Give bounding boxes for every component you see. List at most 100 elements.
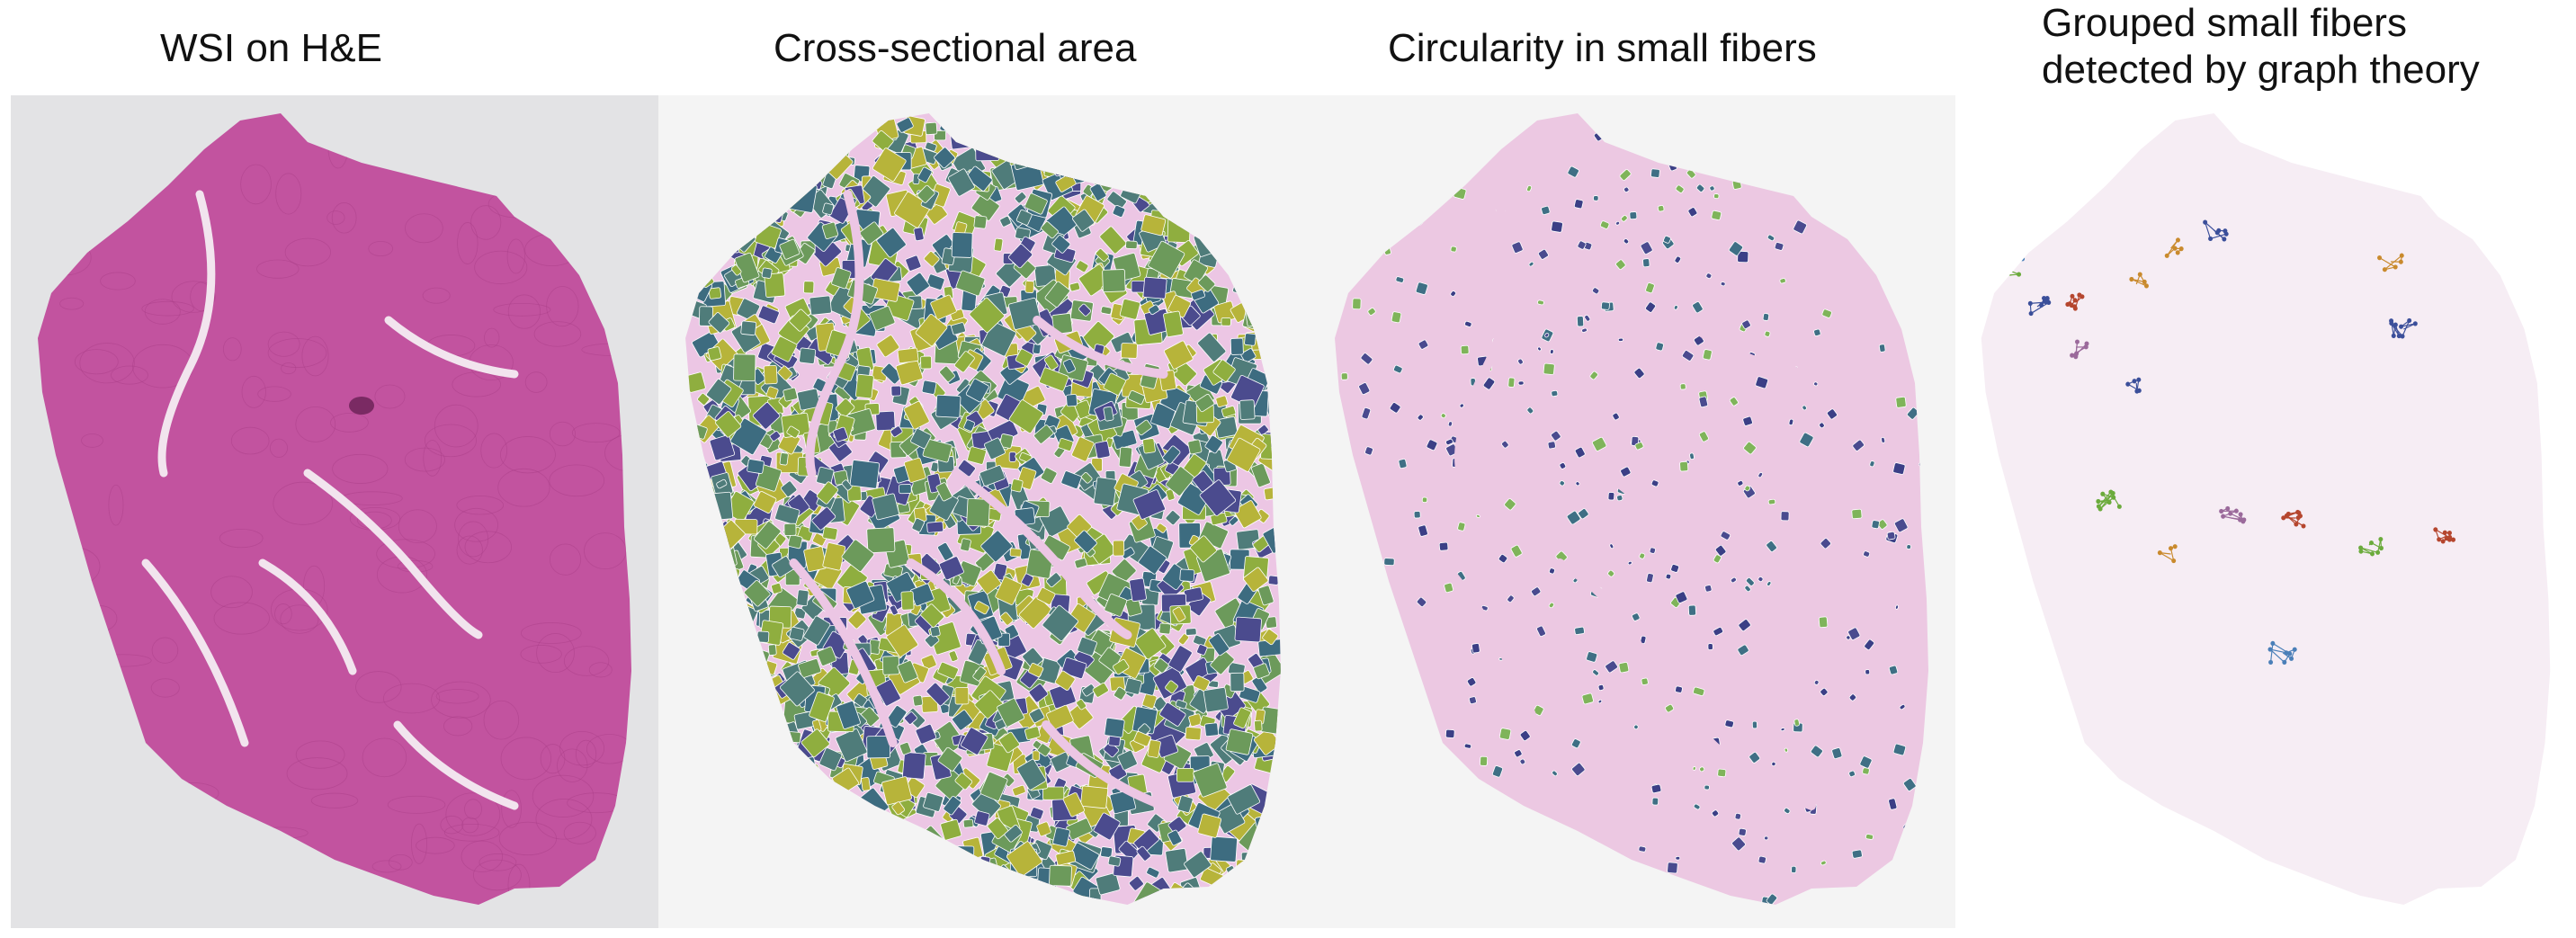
muscle-fiber	[1593, 195, 1599, 201]
muscle-fiber-outline	[362, 737, 407, 778]
muscle-fiber	[1498, 728, 1512, 740]
graph-node	[2433, 527, 2438, 532]
panel-title-cross-sectional-area: Cross-sectional area	[774, 26, 1137, 70]
muscle-fiber	[1793, 719, 1800, 727]
muscle-fiber-outline	[275, 173, 302, 215]
connective-tissue-septum	[157, 190, 216, 478]
muscle-fiber	[1618, 662, 1630, 674]
muscle-fiber	[1340, 372, 1348, 380]
muscle-fiber	[937, 542, 954, 561]
muscle-fiber-outline	[452, 371, 501, 398]
muscle-fiber	[1764, 835, 1769, 841]
muscle-fiber	[1892, 462, 1906, 475]
graph-node	[2440, 539, 2446, 544]
muscle-fiber	[1457, 522, 1466, 532]
muscle-fiber-outline	[470, 205, 502, 240]
muscle-fiber	[1204, 722, 1220, 737]
muscle-fiber	[1234, 616, 1262, 643]
muscle-fiber	[1597, 683, 1605, 691]
muscle-fiber	[1574, 626, 1585, 635]
muscle-fiber-outline	[563, 821, 596, 844]
muscle-fiber-outline	[371, 860, 402, 873]
muscle-fiber-outline	[310, 792, 359, 808]
graph-node	[2437, 537, 2442, 542]
muscle-fiber-outline	[474, 250, 528, 285]
muscle-fiber	[1093, 477, 1118, 506]
connective-tissue-septum	[393, 720, 519, 810]
muscle-fiber	[1813, 328, 1821, 336]
graph-node	[2301, 523, 2306, 529]
muscle-fiber	[1450, 246, 1457, 253]
muscle-fiber	[1547, 441, 1556, 450]
muscle-fiber	[1886, 531, 1896, 540]
graph-node	[2358, 549, 2364, 554]
muscle-fiber-outline	[520, 645, 562, 664]
muscle-fiber-outline	[461, 840, 504, 872]
connective-tissue-septum	[258, 558, 357, 675]
muscle-fiber	[866, 735, 890, 759]
muscle-fiber	[796, 589, 809, 607]
graph-node	[2289, 656, 2294, 661]
muscle-fiber-outline	[480, 433, 508, 469]
muscle-fiber-outline	[521, 622, 582, 644]
muscle-fiber-outline	[108, 484, 124, 526]
muscle-fiber	[930, 721, 965, 756]
graph-node	[2389, 318, 2394, 324]
he-stain-panel	[11, 95, 658, 928]
muscle-fiber	[1543, 362, 1555, 375]
muscle-fiber	[924, 251, 940, 267]
muscle-fiber	[1471, 643, 1480, 654]
muscle-fiber	[1239, 399, 1256, 420]
muscle-fiber-outline	[383, 683, 441, 714]
muscle-fiber-outline	[269, 438, 288, 458]
muscle-fiber	[1646, 573, 1654, 584]
muscle-fiber	[1667, 862, 1678, 874]
muscle-fiber	[1607, 492, 1615, 501]
muscle-fiber-outline	[284, 237, 331, 267]
muscle-fiber	[1165, 510, 1181, 526]
muscle-fiber-outline	[445, 792, 501, 836]
muscle-fiber	[1106, 191, 1127, 210]
muscle-fiber	[1421, 496, 1428, 504]
muscle-fiber	[1066, 394, 1078, 407]
muscle-fiber	[1764, 330, 1771, 337]
muscle-fiber-outline	[301, 335, 329, 377]
muscle-fiber	[1352, 298, 1362, 310]
muscle-fiber	[1230, 672, 1245, 692]
muscle-fiber-outline	[219, 528, 264, 549]
muscle-fiber	[1537, 299, 1544, 306]
muscle-fiber	[921, 380, 937, 395]
muscle-fiber	[1069, 281, 1081, 292]
muscle-fiber	[926, 273, 945, 290]
muscle-fiber	[920, 355, 933, 370]
panel-title-grouped-fibers: Grouped small fibers detected by graph t…	[2042, 0, 2480, 94]
muscle-fiber	[1517, 380, 1525, 386]
muscle-fiber	[779, 452, 789, 466]
muscle-fiber-outline	[536, 633, 575, 674]
muscle-fiber	[1391, 311, 1402, 324]
muscle-fiber	[1767, 498, 1776, 505]
muscle-fiber	[1675, 685, 1683, 693]
muscle-fiber-outline	[150, 678, 180, 698]
muscle-fiber-outline	[280, 604, 319, 634]
graph-node	[2377, 255, 2383, 261]
graph-node	[2287, 651, 2293, 657]
muscle-fiber	[1142, 438, 1156, 454]
muscle-fiber	[1096, 248, 1109, 262]
muscle-fiber-outline	[222, 337, 242, 362]
muscle-fiber-outline	[493, 302, 551, 317]
muscle-fiber	[897, 347, 919, 364]
muscle-fiber	[993, 237, 1004, 252]
muscle-fiber-outline	[456, 496, 505, 515]
muscle-fiber-outline	[499, 436, 556, 474]
muscle-fiber-outline	[111, 365, 148, 385]
muscle-fiber-outline	[171, 281, 216, 313]
muscle-fiber	[935, 394, 962, 418]
muscle-fiber	[1142, 276, 1167, 299]
graph-node	[2108, 489, 2114, 495]
muscle-fiber	[763, 364, 778, 385]
muscle-fiber	[1075, 260, 1089, 273]
muscle-fiber-outline	[497, 468, 550, 507]
muscle-fiber	[1113, 540, 1125, 557]
muscle-fiber	[1445, 728, 1455, 738]
